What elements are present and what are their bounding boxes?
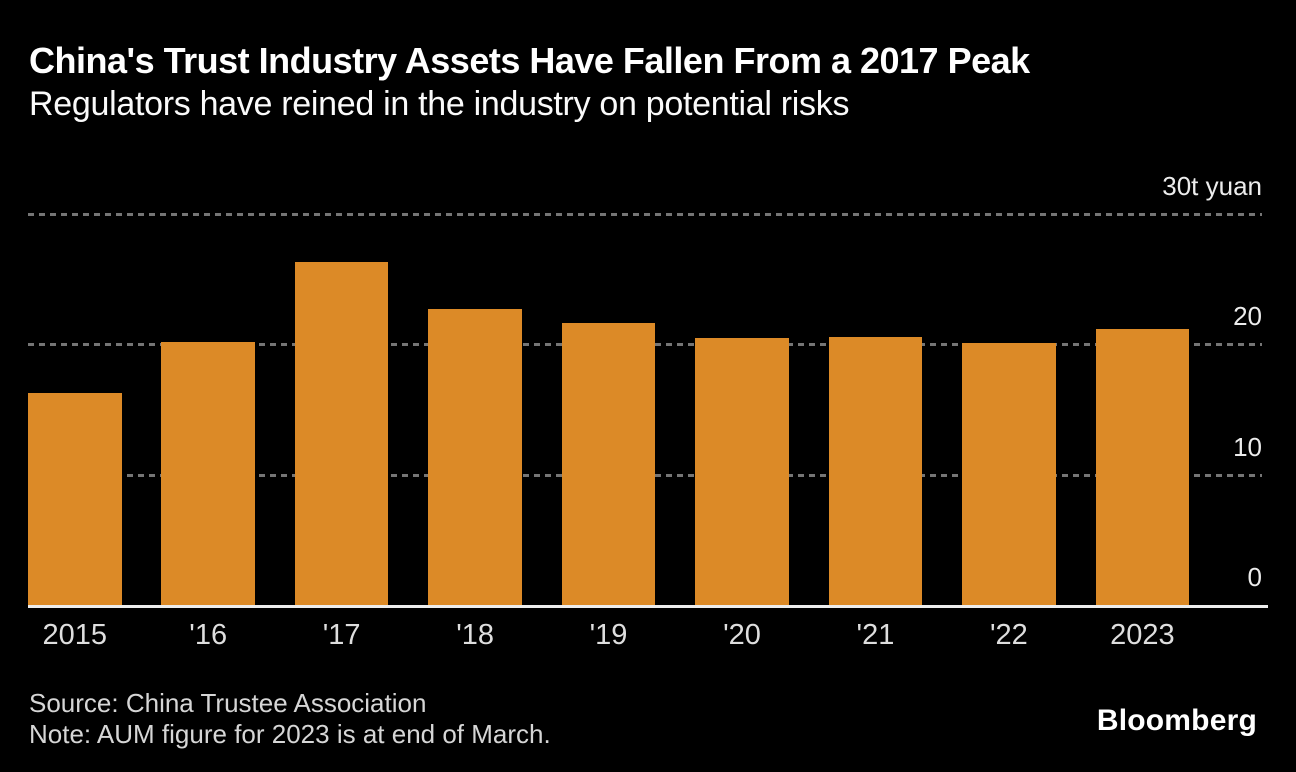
bar-19 — [561, 323, 656, 605]
gridline-30 — [28, 213, 1262, 216]
y-tick-label-30: 30t yuan — [1162, 171, 1262, 201]
x-tick-label-18: '18 — [456, 619, 494, 651]
bloomberg-logo: Bloomberg — [1096, 704, 1257, 737]
y-tick-label-20: 20 — [1233, 301, 1262, 332]
chart-title: China's Trust Industry Assets Have Falle… — [29, 40, 1030, 81]
bar-16 — [161, 341, 255, 605]
bar-17 — [294, 262, 389, 605]
x-tick-label-22: '22 — [989, 619, 1028, 651]
footer: Source: China Trustee Association Note: … — [29, 688, 551, 750]
chart-subtitle: Regulators have reined in the industry o… — [29, 85, 850, 123]
bar-20 — [695, 337, 789, 605]
note-text: Note: AUM figure for 2023 is at end of M… — [29, 719, 551, 749]
bar-18 — [428, 309, 522, 605]
x-tick-label-2023: 2023 — [1110, 619, 1175, 651]
bar-2015 — [28, 392, 122, 605]
bar-21 — [828, 336, 923, 605]
x-tick-label-21: '21 — [856, 619, 895, 651]
x-tick-label-16: '16 — [189, 619, 228, 651]
x-tick-label-17: '17 — [322, 619, 361, 651]
x-tick-label-2015: 2015 — [42, 619, 107, 651]
bar-22 — [962, 343, 1056, 605]
bar-2023 — [1095, 328, 1190, 605]
x-tick-label-20: '20 — [723, 619, 761, 651]
y-tick-label-0: 0 — [1247, 562, 1262, 592]
x-tick-label-19: '19 — [589, 619, 628, 651]
x-axis-line — [28, 605, 1268, 608]
source-text: Source: China Trustee Association — [29, 688, 427, 718]
y-tick-label-10: 10 — [1233, 431, 1262, 462]
